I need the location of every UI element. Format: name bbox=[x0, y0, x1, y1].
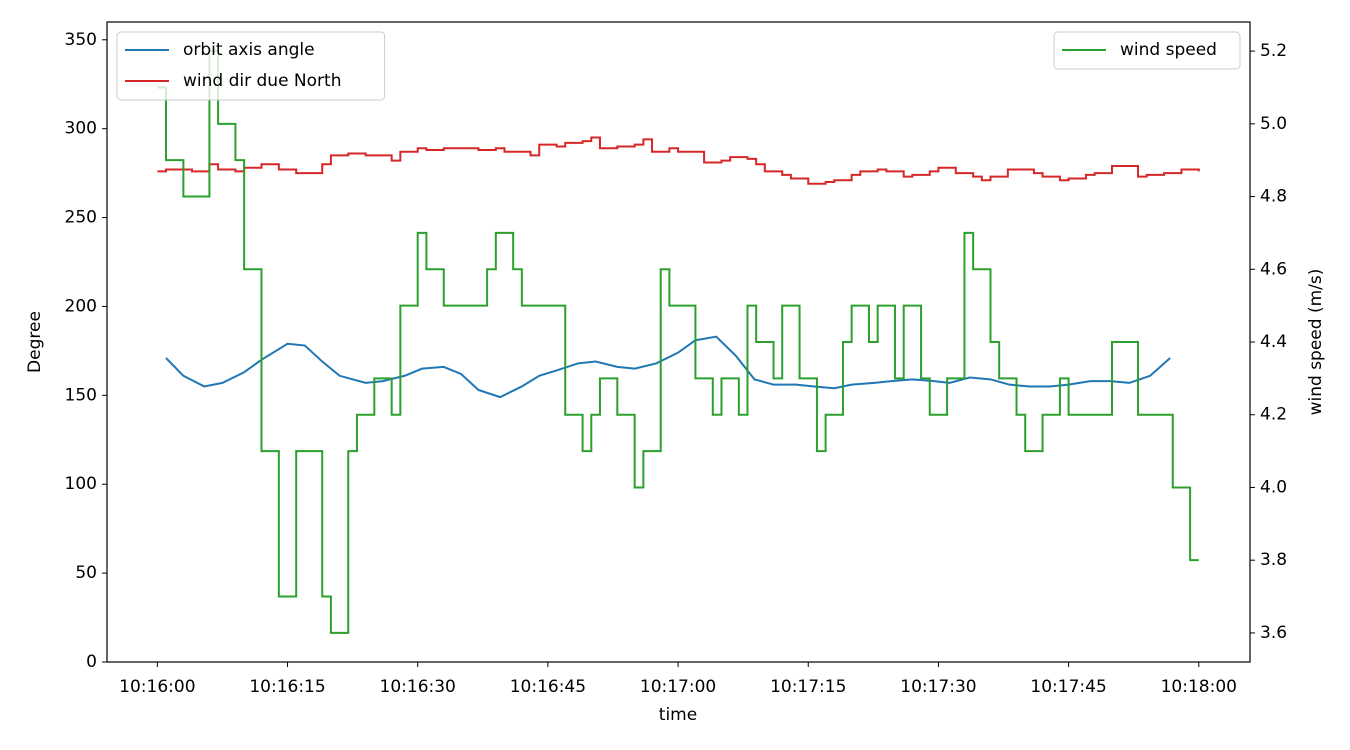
y-tick-label: 300 bbox=[65, 119, 97, 139]
x-tick-label: 10:17:00 bbox=[640, 677, 716, 697]
y2-tick-label: 5.0 bbox=[1260, 114, 1287, 134]
y2-tick-label: 4.0 bbox=[1260, 477, 1287, 497]
x-tick-label: 10:17:45 bbox=[1030, 677, 1106, 697]
y2-tick-label: 4.8 bbox=[1260, 187, 1287, 207]
y-tick-label: 250 bbox=[65, 208, 97, 228]
series-line bbox=[157, 136, 1200, 185]
x-tick-label: 10:16:00 bbox=[119, 677, 195, 697]
y-tick-label: 0 bbox=[86, 652, 97, 672]
legend-box bbox=[116, 31, 386, 101]
legend-label: orbit axis angle bbox=[183, 40, 315, 60]
legend-label: wind speed bbox=[1120, 40, 1217, 60]
x-tick-label: 10:17:15 bbox=[770, 677, 846, 697]
y2-tick-label: 5.2 bbox=[1260, 41, 1287, 61]
y-tick-label: 200 bbox=[65, 296, 97, 316]
series-line bbox=[165, 335, 1171, 399]
x-tick-label: 10:16:45 bbox=[510, 677, 586, 697]
x-tick-label: 10:16:15 bbox=[249, 677, 325, 697]
y2-tick-label: 4.6 bbox=[1260, 259, 1287, 279]
series-line bbox=[157, 50, 1199, 634]
y-tick-label: 150 bbox=[65, 385, 97, 405]
plot-frame bbox=[106, 21, 1251, 663]
y2-axis-label: wind speed (m/s) bbox=[1306, 269, 1326, 416]
y2-tick-label: 3.8 bbox=[1260, 550, 1287, 570]
y2-tick-label: 3.6 bbox=[1260, 623, 1287, 643]
x-tick-label: 10:18:00 bbox=[1161, 677, 1237, 697]
y-axis-label: Degree bbox=[25, 311, 45, 373]
y2-tick-label: 4.4 bbox=[1260, 332, 1287, 352]
y2-tick-label: 4.2 bbox=[1260, 405, 1287, 425]
legend-label: wind dir due North bbox=[183, 71, 341, 91]
legend-box bbox=[1053, 31, 1241, 70]
y-tick-label: 100 bbox=[65, 474, 97, 494]
y-tick-label: 350 bbox=[65, 30, 97, 50]
y-tick-label: 50 bbox=[75, 563, 97, 583]
x-axis-label: time bbox=[659, 705, 697, 725]
x-tick-label: 10:16:30 bbox=[380, 677, 456, 697]
x-tick-label: 10:17:30 bbox=[900, 677, 976, 697]
